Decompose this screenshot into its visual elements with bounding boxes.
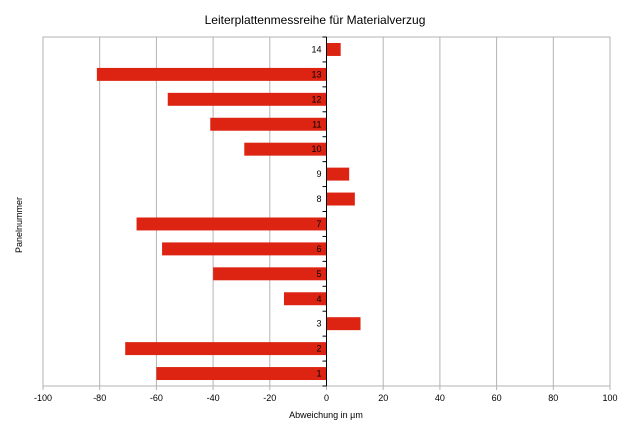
y-tick-label: 10: [311, 144, 321, 154]
x-tick-label: 100: [602, 393, 617, 403]
axis-layer: -100 -80 -60 -40 -20 0 20 40 60 80 100123456789101…: [34, 36, 618, 403]
x-tick-label: 60: [492, 393, 502, 403]
y-tick-label: 4: [316, 294, 321, 304]
y-tick-label: 8: [316, 194, 321, 204]
chart-title: Leiterplattenmessreihe für Materialverzu…: [205, 13, 426, 27]
y-tick-label: 5: [316, 269, 321, 279]
x-tick-label: 80: [548, 393, 558, 403]
x-tick-label: 20: [378, 393, 388, 403]
y-tick-label: 7: [316, 219, 321, 229]
y-tick-label: 13: [311, 69, 321, 79]
bar-panel-2: [125, 342, 327, 356]
bar-panel-10: [244, 142, 327, 156]
y-tick-label: 9: [316, 169, 321, 179]
bar-panel-14: [326, 42, 341, 56]
x-tick-label: -40: [207, 393, 220, 403]
bar-panel-3: [326, 317, 361, 331]
x-tick-label: 0: [324, 393, 329, 403]
bar-panel-4: [283, 292, 327, 306]
y-axis-label: Panelnummer: [14, 197, 24, 253]
bar-panel-11: [210, 117, 327, 131]
bars-layer: [96, 42, 361, 381]
y-tick-label: 11: [312, 119, 321, 129]
x-tick-label: -20: [263, 393, 276, 403]
bar-panel-7: [136, 217, 327, 231]
y-tick-label: 2: [316, 344, 321, 354]
bar-panel-5: [213, 267, 327, 281]
x-tick-label: -60: [150, 393, 163, 403]
bar-panel-12: [167, 92, 327, 106]
y-tick-label: 14: [311, 44, 321, 54]
bar-panel-1: [156, 367, 327, 381]
x-tick-label: 40: [435, 393, 445, 403]
x-axis-label: Abweichung in µm: [289, 410, 363, 420]
y-tick-label: 1: [316, 369, 321, 379]
x-tick-label: -100: [34, 393, 52, 403]
bar-panel-9: [326, 167, 350, 181]
y-tick-label: 12: [311, 94, 321, 104]
bar-panel-6: [162, 242, 327, 256]
bar-panel-13: [96, 67, 327, 81]
x-tick-label: -80: [93, 393, 106, 403]
y-tick-label: 6: [316, 244, 321, 254]
bar-panel-8: [326, 192, 355, 206]
y-tick-label: 3: [316, 319, 321, 329]
